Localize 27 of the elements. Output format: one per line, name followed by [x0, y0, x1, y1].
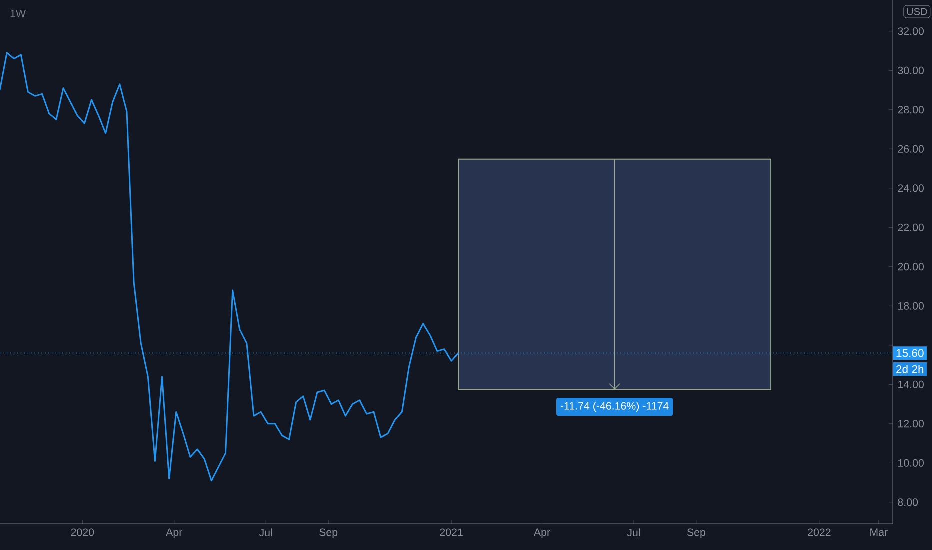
y-tick-label: 32.00: [898, 28, 924, 36]
y-tick-label: 20.00: [898, 263, 924, 271]
y-tick-label: 12.00: [898, 420, 924, 428]
y-tick-label: 8.00: [898, 498, 918, 506]
x-tick-label: 2021: [440, 528, 463, 536]
y-tick-label: 10.00: [898, 459, 924, 467]
y-tick-label: 18.00: [898, 302, 924, 310]
ref-line-label: 15.60: [896, 349, 924, 358]
y-tick-label: 26.00: [898, 145, 924, 153]
x-tick-label: Mar: [870, 528, 888, 536]
text: 1W: [10, 10, 26, 18]
text: 2d 2h: [896, 365, 924, 374]
x-tick-label: Sep: [320, 528, 338, 538]
y-tick-label: 30.00: [898, 66, 924, 74]
x-tick-label: Apr: [166, 528, 182, 538]
x-tick-label: Sep: [687, 528, 706, 538]
y-tick-label: 28.00: [898, 106, 924, 114]
y-tick-label: 14.00: [898, 380, 924, 388]
x-tick-label: Apr: [534, 528, 550, 538]
y-tick-label: 22.00: [898, 224, 924, 232]
y-axis-title: USD: [907, 8, 928, 16]
x-tick-label: 2022: [808, 528, 831, 536]
y-tick-label: 24.00: [898, 184, 924, 192]
x-tick-label: Jul: [627, 528, 640, 537]
annotation: -11.74 (-46.16%) -1174: [560, 402, 669, 412]
x-tick-label: Jul: [259, 528, 272, 537]
x-tick-label: 2020: [71, 528, 94, 536]
